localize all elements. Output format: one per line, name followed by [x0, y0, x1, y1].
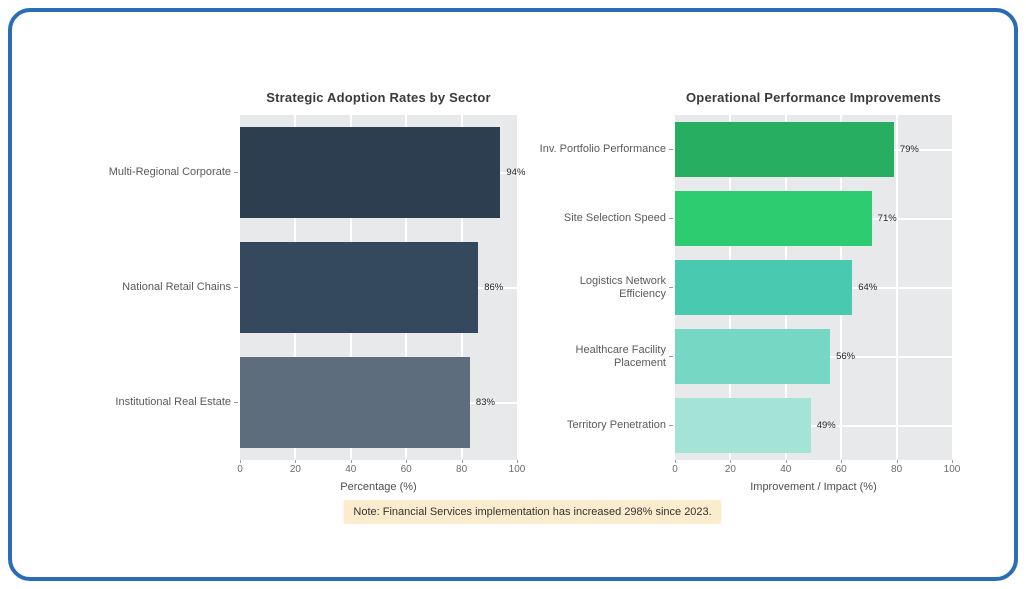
category-axis: Inv. Portfolio Performance Site Selection… [535, 115, 675, 460]
x-axis-title: Percentage (%) [340, 481, 417, 493]
value-label: 86% [484, 282, 504, 293]
x-tick-label: 20 [289, 464, 301, 475]
bar-row: 56% [675, 322, 952, 391]
plot-area: 79% 71% 64% 56% 49% [675, 115, 952, 460]
x-tick-mark [240, 460, 241, 463]
bar [240, 357, 470, 448]
category-label: Healthcare Facility Placement [535, 322, 675, 391]
category-tick-mark [234, 402, 238, 403]
x-tick-mark [730, 460, 732, 463]
x-tick-label: 60 [400, 464, 412, 475]
category-tick-mark [234, 172, 238, 173]
horizontal-gridline [675, 424, 952, 427]
bar-rows: 79% 71% 64% 56% 49% [675, 115, 952, 460]
category-tick-mark [669, 425, 673, 426]
category-label-text: Logistics Network Efficiency [579, 275, 666, 300]
category-label-text: National Retail Chains [122, 281, 231, 294]
bar-row: 94% [240, 115, 525, 230]
bar-row: 71% [675, 184, 952, 253]
category-label: Site Selection Speed [535, 184, 675, 253]
x-tick-label: 100 [508, 464, 526, 475]
chart-performance-improvements: Operational Performance Improvements Inv… [535, 90, 961, 493]
category-tick-mark [669, 218, 673, 219]
x-tick-mark [841, 460, 843, 463]
category-label: National Retail Chains [100, 230, 240, 345]
bar [675, 398, 811, 453]
category-label-text: Multi-Regional Corporate [108, 166, 231, 179]
chart-title: Strategic Adoption Rates by Sector [266, 90, 491, 105]
category-label: Logistics Network Efficiency [535, 253, 675, 322]
figure-frame: Strategic Adoption Rates by Sector Multi… [8, 8, 1018, 581]
category-label-text: Inv. Portfolio Performance [539, 143, 666, 156]
category-label: Territory Penetration [535, 391, 675, 460]
bar-row: 83% [240, 345, 517, 460]
footnote: Note: Financial Services implementation … [343, 500, 722, 525]
category-label: Inv. Portfolio Performance [535, 115, 675, 184]
bar-row: 49% [675, 391, 952, 460]
chart-adoption-rates: Strategic Adoption Rates by Sector Multi… [100, 90, 526, 493]
x-tick-label: 40 [780, 464, 792, 475]
value-label: 71% [877, 213, 897, 224]
x-tick-mark [350, 460, 352, 463]
x-axis: 0 20 40 60 80 100 [672, 460, 960, 479]
x-tick-mark [295, 460, 297, 463]
category-tick-mark [669, 287, 673, 288]
category-tick-mark [669, 149, 673, 150]
bar [675, 122, 894, 177]
bar-row: 64% [675, 253, 952, 322]
x-tick-mark [517, 460, 518, 463]
category-label: Multi-Regional Corporate [100, 115, 240, 230]
bar [675, 260, 853, 315]
charts-container: Strategic Adoption Rates by Sector Multi… [100, 90, 961, 493]
category-label-text: Territory Penetration [566, 419, 666, 432]
x-tick-label: 80 [456, 464, 468, 475]
value-label: 94% [506, 167, 526, 178]
category-label-text: Institutional Real Estate [115, 396, 231, 409]
bar-row: 86% [240, 230, 517, 345]
x-tick-mark [896, 460, 898, 463]
bar-row: 79% [675, 115, 952, 184]
value-label: 79% [899, 144, 919, 155]
bar [240, 242, 479, 333]
x-tick-label: 0 [237, 464, 243, 475]
x-tick-label: 80 [891, 464, 903, 475]
x-tick-mark [675, 460, 676, 463]
value-label: 64% [858, 282, 878, 293]
category-label: Institutional Real Estate [100, 345, 240, 460]
category-tick-mark [234, 287, 238, 288]
x-tick-label: 60 [835, 464, 847, 475]
bar [675, 191, 872, 246]
category-label-text: Site Selection Speed [563, 212, 666, 225]
chart-body: Inv. Portfolio Performance Site Selection… [535, 115, 952, 460]
value-label: 56% [836, 351, 856, 362]
x-tick-mark [785, 460, 787, 463]
x-tick-label: 0 [672, 464, 678, 475]
bar-rows: 94% 86% 83% [240, 115, 525, 460]
x-tick-mark [461, 460, 463, 463]
plot-area: 94% 86% 83% [240, 115, 525, 460]
bar [675, 329, 831, 384]
x-tick-label: 40 [345, 464, 357, 475]
x-tick-label: 100 [943, 464, 961, 475]
x-tick-mark [406, 460, 408, 463]
value-label: 83% [475, 397, 495, 408]
category-tick-mark [669, 356, 673, 357]
category-label-text: Healthcare Facility Placement [575, 344, 666, 369]
x-axis-title: Improvement / Impact (%) [750, 481, 877, 493]
category-axis: Multi-Regional Corporate National Retail … [100, 115, 240, 460]
chart-body: Multi-Regional Corporate National Retail … [100, 115, 525, 460]
x-tick-label: 20 [724, 464, 736, 475]
x-axis: 0 20 40 60 80 100 [237, 460, 525, 479]
chart-title: Operational Performance Improvements [686, 90, 941, 105]
x-tick-mark [952, 460, 953, 463]
value-label: 49% [816, 420, 836, 431]
bar [240, 127, 501, 218]
